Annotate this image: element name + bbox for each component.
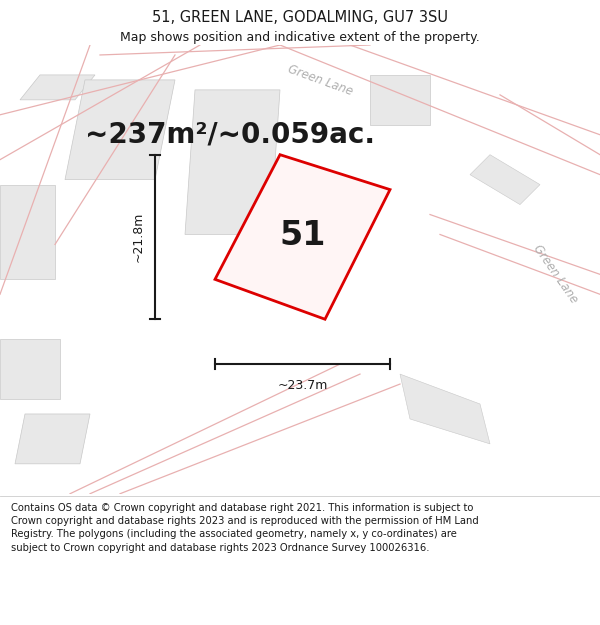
- Polygon shape: [20, 75, 95, 100]
- Text: Map shows position and indicative extent of the property.: Map shows position and indicative extent…: [120, 31, 480, 44]
- Polygon shape: [370, 75, 430, 125]
- Text: 51, GREEN LANE, GODALMING, GU7 3SU: 51, GREEN LANE, GODALMING, GU7 3SU: [152, 10, 448, 25]
- Text: Contains OS data © Crown copyright and database right 2021. This information is : Contains OS data © Crown copyright and d…: [11, 503, 479, 552]
- Polygon shape: [0, 339, 60, 399]
- Polygon shape: [185, 90, 280, 234]
- Polygon shape: [0, 184, 55, 279]
- Text: ~21.8m: ~21.8m: [132, 212, 145, 262]
- Text: 51: 51: [280, 219, 326, 253]
- Polygon shape: [470, 155, 540, 204]
- Polygon shape: [65, 80, 175, 179]
- Polygon shape: [15, 414, 90, 464]
- Text: Green Lane: Green Lane: [286, 62, 354, 98]
- Polygon shape: [400, 374, 490, 444]
- Text: ~237m²/~0.059ac.: ~237m²/~0.059ac.: [85, 121, 375, 149]
- Text: Green Lane: Green Lane: [530, 242, 580, 306]
- Polygon shape: [215, 155, 390, 319]
- Text: ~23.7m: ~23.7m: [277, 379, 328, 392]
